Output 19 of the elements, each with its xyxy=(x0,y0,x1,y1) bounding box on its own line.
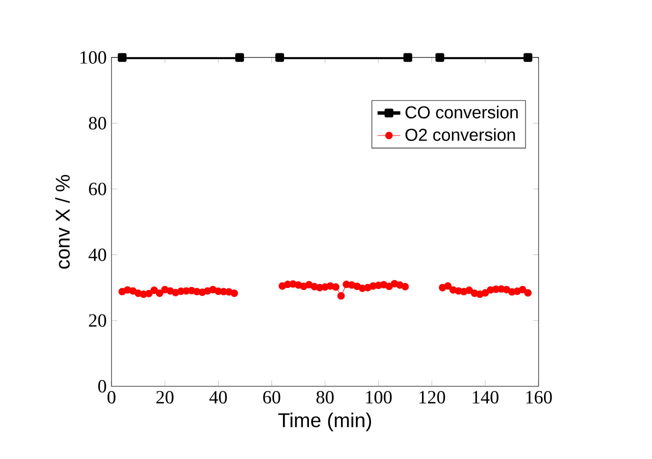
legend-label: O2 conversion xyxy=(405,128,515,142)
y-tick-label: 60 xyxy=(89,182,106,196)
x-tick-label: 140 xyxy=(472,391,498,404)
x-tick-label: 40 xyxy=(209,391,227,404)
y-tick-label: 0 xyxy=(98,380,106,393)
x-tick-label: 100 xyxy=(366,391,392,404)
x-axis-title: Time (min) xyxy=(278,412,372,432)
x-tick-label: 20 xyxy=(156,391,174,404)
legend-label: CO conversion xyxy=(406,106,518,119)
y-tick-label: 40 xyxy=(88,248,106,262)
x-tick-label: 160 xyxy=(526,391,552,404)
y-tick-label: 80 xyxy=(88,117,106,130)
y-axis-title: conv X / % xyxy=(55,175,70,269)
x-tick-label: 80 xyxy=(316,391,334,404)
y-tick-label: 100 xyxy=(80,51,106,64)
x-tick-label: 0 xyxy=(108,391,116,404)
x-tick-label: 120 xyxy=(420,391,446,404)
y-tick-label: 20 xyxy=(89,314,106,327)
x-tick-label: 60 xyxy=(263,391,280,404)
